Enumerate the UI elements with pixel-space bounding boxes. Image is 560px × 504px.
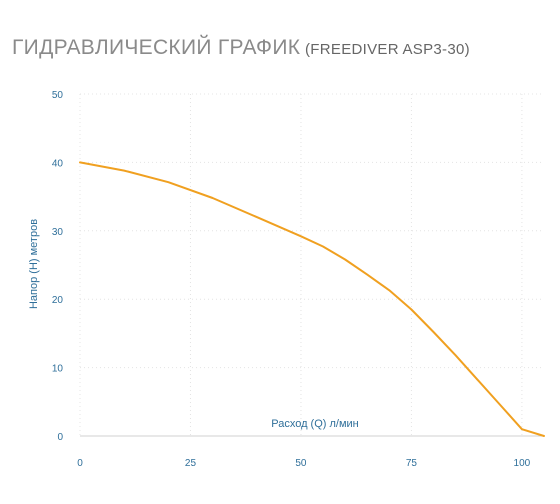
chart-title-model: (FREEDIVER ASP3-30) — [305, 41, 470, 58]
tick-labels: 0 10 20 30 40 50 0 25 50 75 100 — [52, 90, 531, 469]
x-axis-label: Расход (Q) л/мин — [271, 418, 359, 430]
y-tick-label: 20 — [52, 295, 64, 306]
y-axis-label: Напор (H) метров — [28, 219, 40, 309]
y-tick-label: 50 — [52, 90, 64, 101]
series-layer — [79, 161, 545, 437]
chart-title-main: Гидравлический график — [12, 36, 301, 59]
x-tick-label: 100 — [514, 458, 531, 469]
chart-title: Гидравлический график (FREEDIVER ASP3-30… — [12, 36, 470, 60]
x-tick-label: 75 — [406, 458, 418, 469]
x-tick-label: 25 — [185, 458, 197, 469]
series-line — [79, 161, 545, 437]
y-tick-label: 30 — [52, 227, 64, 238]
y-tick-label: 10 — [52, 364, 64, 375]
x-tick-label: 0 — [77, 458, 83, 469]
y-tick-label: 0 — [57, 432, 63, 443]
grid-lines — [79, 93, 544, 437]
x-tick-label: 50 — [295, 458, 307, 469]
y-tick-label: 40 — [52, 158, 64, 169]
